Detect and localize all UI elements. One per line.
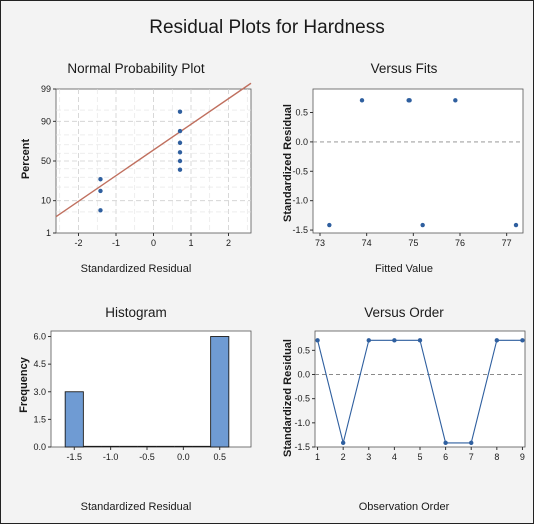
normal-probability-x-tick-label: 2 — [226, 238, 231, 248]
versus-order-point — [443, 440, 448, 446]
versus-fits-y-tick-label: -1.5 — [292, 225, 308, 235]
versus-fits-point — [453, 98, 458, 103]
versus-order-ylabel: Standardized Residual — [282, 339, 294, 457]
versus-order-x-tick-label: 6 — [443, 452, 448, 462]
versus-order-plot-area — [314, 330, 526, 448]
versus-fits-plot-area — [312, 88, 524, 234]
versus-order-y-tick-label: 0.0 — [297, 370, 310, 380]
histogram-x-tick-label: 0.0 — [177, 452, 190, 462]
normal-probability-x-tick-label: -2 — [74, 238, 82, 248]
versus-order-point — [392, 338, 397, 343]
histogram-bar — [210, 336, 230, 448]
normal-probability-y-tick-label: 90 — [41, 116, 51, 126]
normal-probability-y-tick-label: 50 — [41, 156, 51, 166]
histogram-y-tick-label: 6.0 — [33, 332, 46, 342]
versus-fits-point — [407, 98, 412, 103]
versus-fits-title: Versus Fits — [370, 61, 438, 76]
histogram-y-tick-label: 0.0 — [33, 442, 46, 452]
histogram-bar — [64, 391, 84, 448]
versus-order-xlabel: Observation Order — [358, 501, 450, 513]
histogram-xlabel: Standardized Residual — [80, 501, 192, 513]
normal-probability-point — [177, 109, 183, 114]
histogram-y-tick-label: 1.5 — [33, 414, 46, 424]
versus-fits-x-tick-label: 77 — [502, 238, 512, 248]
versus-fits-point — [359, 98, 365, 103]
versus-order-x-tick-label: 5 — [417, 452, 422, 462]
versus-fits-xlabel: Fitted Value — [375, 263, 433, 275]
normal-probability-plot-xlabel: Standardized Residual — [80, 263, 192, 275]
versus-fits-x-tick-label: 73 — [315, 238, 325, 248]
versus-order-x-tick-label: 7 — [469, 452, 474, 462]
normal-probability-point — [177, 167, 183, 172]
versus-order-point — [469, 440, 474, 446]
normal-probability-y-tick-label: 99 — [41, 84, 51, 94]
normal-probability-point — [177, 158, 183, 164]
normal-probability-y-tick-label: 1 — [46, 228, 51, 238]
histogram-ylabel: Frequency — [18, 356, 30, 413]
normal-probability-point — [98, 188, 103, 194]
normal-probability-x-tick-label: 1 — [188, 238, 193, 248]
versus-fits-y-tick-label: -1.0 — [292, 196, 308, 206]
versus-fits-point — [420, 222, 425, 228]
versus-order-point — [494, 338, 500, 343]
versus-order-title: Versus Order — [364, 305, 444, 320]
versus-order-y-tick-label: 0.5 — [297, 345, 310, 355]
versus-order-y-tick-label: -1.0 — [294, 418, 310, 428]
versus-order-x-tick-label: 8 — [494, 452, 499, 462]
histogram-y-tick-label: 4.5 — [33, 359, 46, 369]
normal-probability-point — [177, 140, 183, 145]
histogram-title: Histogram — [105, 305, 167, 320]
versus-order-x-tick-label: 1 — [315, 452, 320, 462]
versus-fits-point — [513, 222, 519, 228]
versus-fits-x-tick-label: 76 — [455, 238, 465, 248]
versus-order-y-tick-label: -0.5 — [294, 394, 310, 404]
versus-fits-ylabel: Standardized Residual — [282, 104, 294, 222]
normal-probability-point — [177, 150, 183, 155]
histogram-x-tick-label: 0.5 — [213, 452, 226, 462]
normal-probability-point — [98, 208, 103, 213]
versus-fits-y-tick-label: 0.5 — [295, 108, 308, 118]
versus-fits-y-tick-label: 0.0 — [295, 137, 308, 147]
normal-probability-plot-title: Normal Probability Plot — [67, 61, 205, 76]
histogram-x-tick-label: -1.0 — [103, 452, 119, 462]
versus-order-point — [520, 338, 525, 343]
histogram-y-tick-label: 3.0 — [33, 387, 46, 397]
normal-probability-point — [98, 177, 103, 182]
histogram-x-tick-label: -1.5 — [67, 452, 83, 462]
normal-probability-y-tick-label: 10 — [41, 196, 51, 206]
versus-order-x-tick-label: 4 — [392, 452, 397, 462]
histogram-x-tick-label: -0.5 — [139, 452, 155, 462]
versus-order-point — [340, 440, 346, 446]
normal-probability-x-tick-label: 0 — [151, 238, 156, 248]
normal-probability-plot-ylabel: Percent — [20, 138, 32, 179]
figure-title: Residual Plots for Hardness — [149, 17, 385, 38]
versus-fits-y-tick-label: -0.5 — [292, 166, 308, 176]
versus-fits-point — [327, 222, 332, 228]
normal-probability-x-tick-label: -1 — [112, 238, 120, 248]
versus-order-x-tick-label: 3 — [366, 452, 371, 462]
normal-probability-point — [177, 128, 183, 134]
versus-order-point — [366, 338, 371, 343]
versus-fits-x-tick-label: 74 — [362, 238, 372, 248]
versus-order-x-tick-label: 9 — [520, 452, 525, 462]
versus-fits-x-tick-label: 75 — [408, 238, 418, 248]
versus-order-x-tick-label: 2 — [341, 452, 346, 462]
versus-order-y-tick-label: -1.5 — [294, 442, 310, 452]
versus-order-point — [417, 338, 423, 343]
normal-probability-fit-line — [55, 82, 252, 218]
versus-order-point — [315, 338, 320, 343]
